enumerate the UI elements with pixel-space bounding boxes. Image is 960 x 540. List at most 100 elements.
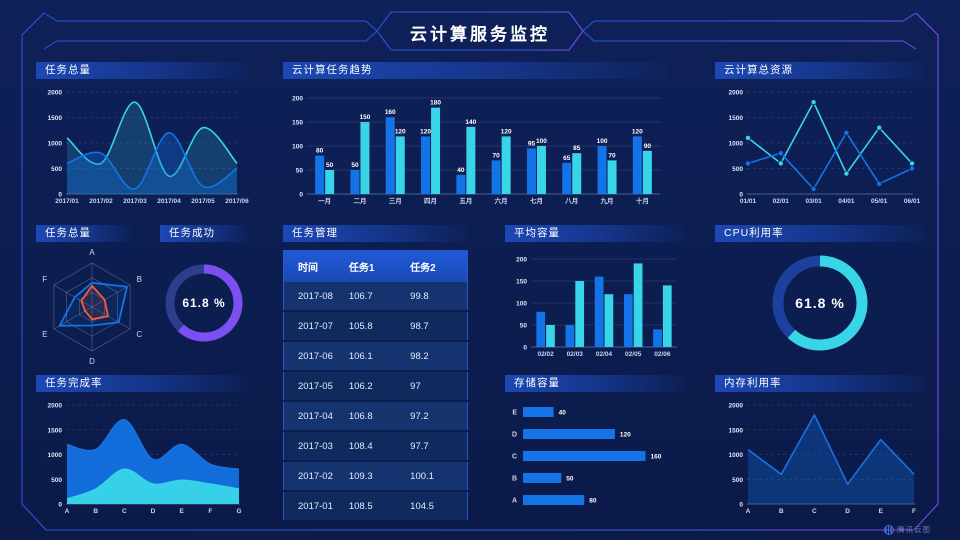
table-row: 2017-01 108.5 104.5 (283, 491, 468, 522)
table-cell: 106.8 (344, 401, 407, 432)
svg-text:05/01: 05/01 (871, 198, 888, 205)
table-cell: 106.7 (344, 282, 407, 312)
svg-text:65: 65 (563, 155, 571, 162)
svg-text:D: D (89, 357, 95, 366)
table-header-cell: 任务2 (406, 250, 468, 282)
svg-text:02/03: 02/03 (567, 351, 584, 358)
svg-text:七月: 七月 (530, 196, 543, 205)
svg-text:0: 0 (299, 192, 303, 199)
svg-text:D: D (845, 508, 850, 515)
svg-text:500: 500 (732, 166, 743, 173)
table-cell: 108.4 (344, 431, 407, 462)
svg-text:F: F (912, 508, 916, 515)
svg-text:2000: 2000 (729, 403, 744, 410)
table-row: 2017-02 109.3 100.1 (283, 461, 468, 492)
svg-text:B: B (137, 275, 142, 284)
task-success-value: 61.8 % (182, 296, 226, 310)
svg-text:2000: 2000 (48, 90, 63, 97)
svg-text:50: 50 (351, 162, 359, 169)
table-cell: 2017-03 (283, 431, 345, 462)
svg-text:40: 40 (559, 410, 567, 417)
page-title: 云计算服务监控 (410, 25, 550, 44)
svg-text:120: 120 (395, 128, 406, 135)
panel-title-task-total: 任务总量 (36, 62, 248, 79)
svg-text:06/01: 06/01 (904, 198, 921, 205)
table-cell: 2017-08 (283, 282, 345, 312)
svg-text:90: 90 (644, 143, 652, 150)
svg-text:D: D (151, 508, 156, 515)
storage-hbar-chart: E 40 D 120 C 160 B 50 A 80 (512, 407, 662, 505)
svg-text:E: E (179, 508, 184, 515)
panel-title-task-manage: 任务管理 (283, 225, 468, 242)
table-cell: 97 (406, 371, 468, 402)
svg-text:0: 0 (523, 345, 527, 352)
svg-text:160: 160 (385, 109, 396, 116)
table-cell: 104.5 (406, 491, 468, 522)
svg-text:0: 0 (58, 192, 62, 199)
svg-text:一月: 一月 (318, 197, 331, 205)
svg-text:1000: 1000 (48, 452, 63, 459)
svg-text:三月: 三月 (389, 197, 402, 205)
svg-text:1500: 1500 (48, 427, 63, 434)
svg-text:C: C (512, 454, 517, 461)
svg-text:1500: 1500 (729, 427, 744, 434)
svg-text:40: 40 (457, 167, 465, 174)
svg-text:150: 150 (292, 120, 303, 127)
svg-text:500: 500 (732, 477, 743, 484)
task-success-donut-chart (165, 264, 243, 342)
cpu-usage-donut-chart (772, 255, 868, 351)
table-row: 2017-03 108.4 97.7 (283, 431, 468, 462)
table-cell: 2017-04 (283, 401, 345, 432)
svg-text:F: F (208, 508, 212, 515)
panel-title-storage: 存储容量 (505, 375, 685, 392)
table-cell: 2017-02 (283, 461, 345, 492)
brand-text: 腾讯云图 (897, 525, 931, 534)
task-total-area-chart: 0 500 1000 1500 2000 2017/01 2017/02 2017/03 201… (48, 90, 250, 206)
panel-title-task-completion: 任务完成率 (36, 375, 248, 392)
table-cell: 97.2 (406, 401, 468, 432)
svg-text:01/01: 01/01 (740, 198, 757, 205)
table-header-cell: 时间 (283, 250, 345, 282)
svg-text:E: E (879, 508, 884, 515)
svg-text:95: 95 (528, 140, 536, 147)
table-cell: 2017-05 (283, 371, 345, 402)
svg-text:1500: 1500 (729, 115, 744, 122)
avg-capacity-bar-chart: 0 50 100 150 200 02/02 02/03 02/04 02/05 02/06 (516, 257, 677, 358)
svg-text:100: 100 (597, 138, 608, 145)
svg-text:70: 70 (608, 152, 616, 159)
table-cell: 99.8 (406, 282, 468, 312)
svg-text:85: 85 (573, 145, 581, 152)
brand-watermark: 腾讯云图 (884, 524, 931, 535)
cpu-usage-value: 61.8 % (795, 295, 845, 311)
svg-text:500: 500 (51, 477, 62, 484)
panel-title-memory: 内存利用率 (715, 375, 925, 392)
svg-text:六月: 六月 (495, 196, 508, 205)
svg-text:C: C (812, 508, 817, 515)
svg-text:100: 100 (292, 144, 303, 151)
svg-text:100: 100 (516, 301, 527, 308)
svg-text:80: 80 (316, 148, 324, 155)
table-cell: 106.1 (344, 341, 407, 372)
svg-text:70: 70 (493, 152, 501, 159)
table-cell: 105.8 (344, 311, 407, 342)
table-cell: 2017-01 (283, 491, 345, 522)
svg-text:2017/05: 2017/05 (191, 198, 215, 205)
svg-text:二月: 二月 (353, 197, 366, 205)
svg-text:2017/03: 2017/03 (123, 198, 147, 205)
svg-text:E: E (512, 410, 517, 417)
svg-text:150: 150 (516, 279, 527, 286)
svg-text:九月: 九月 (600, 196, 614, 205)
table-row: 2017-04 106.8 97.2 (283, 401, 468, 432)
table-cell: 98.2 (406, 341, 468, 372)
svg-text:50: 50 (326, 162, 334, 169)
svg-text:A: A (512, 498, 517, 505)
total-resources-line-chart: 0 500 1000 1500 2000 01/01 02/01 03/01 04/01 05/0… (729, 90, 921, 206)
svg-text:F: F (42, 275, 47, 284)
svg-text:2000: 2000 (729, 90, 744, 97)
panel-title-task-trend: 云计算任务趋势 (283, 62, 668, 79)
svg-text:E: E (42, 330, 47, 339)
svg-text:180: 180 (430, 100, 441, 107)
svg-text:02/05: 02/05 (625, 351, 642, 358)
svg-text:02/04: 02/04 (596, 351, 613, 358)
table-cell: 2017-06 (283, 341, 345, 372)
